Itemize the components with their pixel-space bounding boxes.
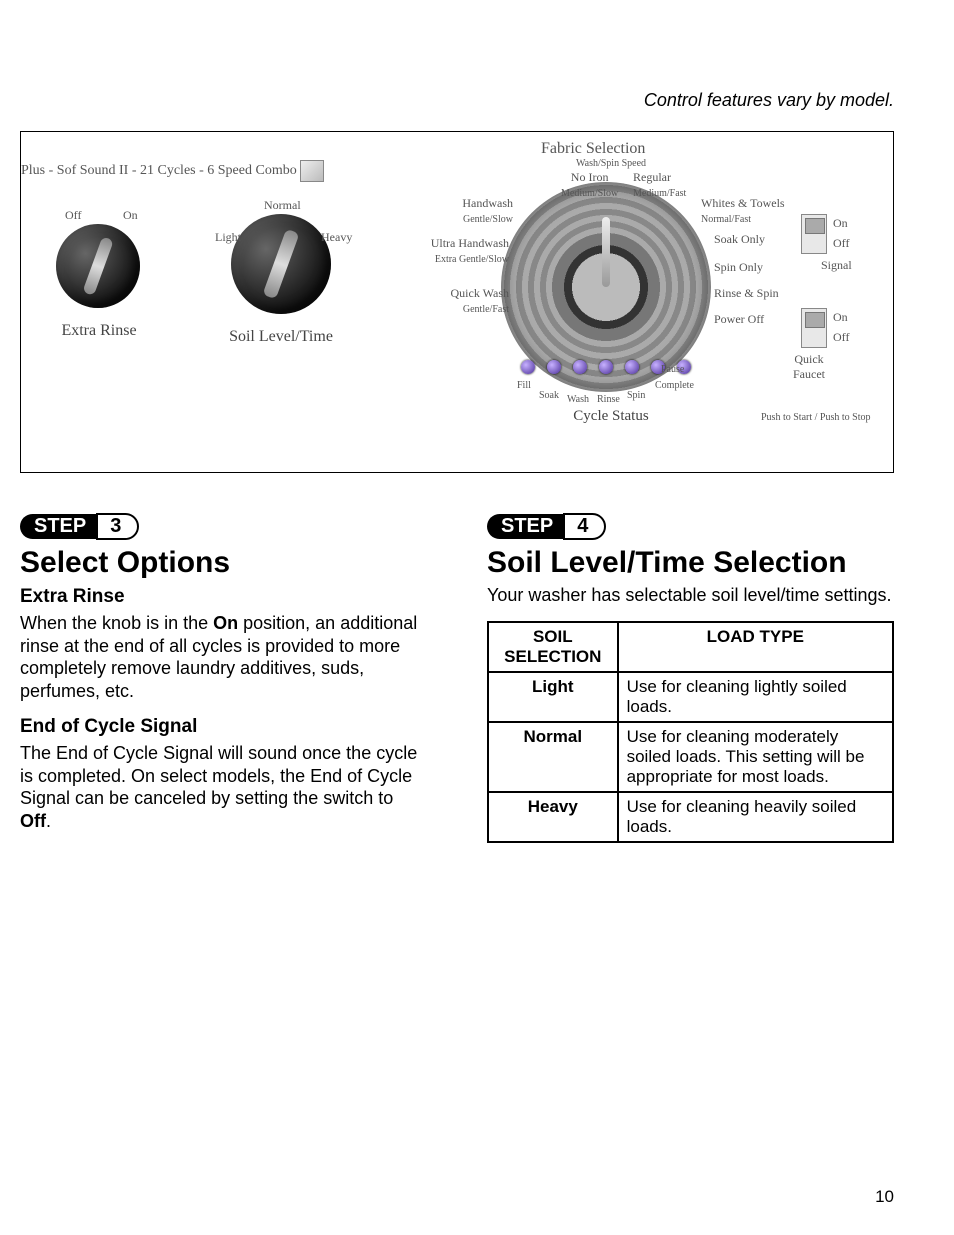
cycle-complete-label: Complete xyxy=(655,380,694,391)
led-icon xyxy=(521,360,535,374)
extra-rinse-on-label: On xyxy=(123,208,138,223)
handwash-label: HandwashGentle/Slow xyxy=(441,196,513,226)
signal-on-label: On xyxy=(833,216,848,231)
eoc-heading: End of Cycle Signal xyxy=(20,716,427,738)
faucet-on-label: On xyxy=(833,310,848,325)
table-row: Light Use for cleaning lightly soiled lo… xyxy=(488,672,893,722)
step3-num: 3 xyxy=(96,513,139,540)
faucet-off-label: Off xyxy=(833,330,849,345)
step3-word: STEP xyxy=(20,514,104,539)
cycle-wash-label: Wash xyxy=(567,394,589,405)
fabric-header: Fabric Selection xyxy=(541,140,645,158)
soil-level-knob xyxy=(231,214,331,314)
soil-key: Normal xyxy=(488,722,618,792)
table-row: Normal Use for cleaning moderately soile… xyxy=(488,722,893,792)
step3-title: Select Options xyxy=(20,546,427,580)
soil-value: Use for cleaning heavily soiled loads. xyxy=(618,792,893,842)
soil-value: Use for cleaning lightly soiled loads. xyxy=(618,672,893,722)
table-row: Heavy Use for cleaning heavily soiled lo… xyxy=(488,792,893,842)
led-icon xyxy=(547,360,561,374)
extra-rinse-off-label: Off xyxy=(65,208,81,223)
control-panel-illustration: Plus - Sof Sound II - 21 Cycles - 6 Spee… xyxy=(20,131,894,473)
step4-num: 4 xyxy=(563,513,606,540)
page: Control features vary by model. Plus - S… xyxy=(0,0,954,1235)
fabric-subheader: Wash/Spin Speed xyxy=(576,158,646,169)
signal-off-label: Off xyxy=(833,236,849,251)
rinse-spin-label: Rinse & Spin xyxy=(714,286,779,301)
faucet-switch-icon xyxy=(801,308,827,348)
step4-intro: Your washer has selectable soil level/ti… xyxy=(487,584,894,607)
start-stop-label: Push to Start / Push to Stop xyxy=(761,412,870,423)
soil-level-caption: Soil Level/Time xyxy=(211,328,351,346)
power-off-label: Power Off xyxy=(714,312,764,327)
panel-title-bar: Plus - Sof Sound II - 21 Cycles - 6 Spee… xyxy=(21,160,324,182)
quick-wash-label: Quick WashGentle/Fast xyxy=(433,286,509,316)
cycle-fill-label: Fill xyxy=(517,380,531,391)
signal-switch-icon xyxy=(801,214,827,254)
faucet-title: Quick Faucet xyxy=(793,352,825,382)
soil-heavy-label: Heavy xyxy=(321,230,352,245)
soil-normal-label: Normal xyxy=(264,198,301,213)
th-load: LOAD TYPE xyxy=(618,622,893,672)
step4-word: STEP xyxy=(487,514,571,539)
soil-light-label: Light xyxy=(215,230,241,245)
brand-badge-icon xyxy=(300,160,324,182)
step3-column: STEP 3 Select Options Extra Rinse When t… xyxy=(20,513,427,846)
step4-title: Soil Level/Time Selection xyxy=(487,546,894,580)
soak-only-label: Soak Only xyxy=(714,232,765,247)
cycle-spin-label: Spin xyxy=(627,390,645,401)
th-soil: SOIL SELECTION xyxy=(488,622,618,672)
cycle-rinse-label: Rinse xyxy=(597,394,620,405)
ultra-handwash-label: Ultra HandwashExtra Gentle/Slow xyxy=(409,236,509,266)
whites-label: Whites & TowelsNormal/Fast xyxy=(701,196,785,226)
led-icon xyxy=(599,360,613,374)
soil-selection-table: SOIL SELECTION LOAD TYPE Light Use for c… xyxy=(487,621,894,843)
page-number: 10 xyxy=(875,1187,894,1207)
extra-rinse-paragraph: When the knob is in the On position, an … xyxy=(20,612,427,702)
soil-key: Heavy xyxy=(488,792,618,842)
no-iron-label: No IronMedium/Slow xyxy=(561,170,618,200)
eoc-paragraph: The End of Cycle Signal will sound once … xyxy=(20,742,427,832)
led-icon xyxy=(625,360,639,374)
panel-title-text: Plus - Sof Sound II - 21 Cycles - 6 Spee… xyxy=(21,163,297,178)
signal-title: Signal xyxy=(821,258,852,273)
model-disclaimer: Control features vary by model. xyxy=(20,90,894,111)
step4-column: STEP 4 Soil Level/Time Selection Your wa… xyxy=(487,513,894,846)
cycle-pause-label: Pause xyxy=(661,364,684,375)
cycle-status-caption: Cycle Status xyxy=(541,408,681,425)
extra-rinse-knob xyxy=(56,224,140,308)
led-icon xyxy=(573,360,587,374)
step3-badge: STEP 3 xyxy=(20,513,427,540)
spin-only-label: Spin Only xyxy=(714,260,763,275)
instruction-columns: STEP 3 Select Options Extra Rinse When t… xyxy=(20,513,894,846)
extra-rinse-heading: Extra Rinse xyxy=(20,586,427,608)
extra-rinse-caption: Extra Rinse xyxy=(29,322,169,340)
regular-label: RegularMedium/Fast xyxy=(633,170,686,200)
soil-value: Use for cleaning moderately soiled loads… xyxy=(618,722,893,792)
soil-key: Light xyxy=(488,672,618,722)
cycle-soak-label: Soak xyxy=(539,390,559,401)
step4-badge: STEP 4 xyxy=(487,513,894,540)
